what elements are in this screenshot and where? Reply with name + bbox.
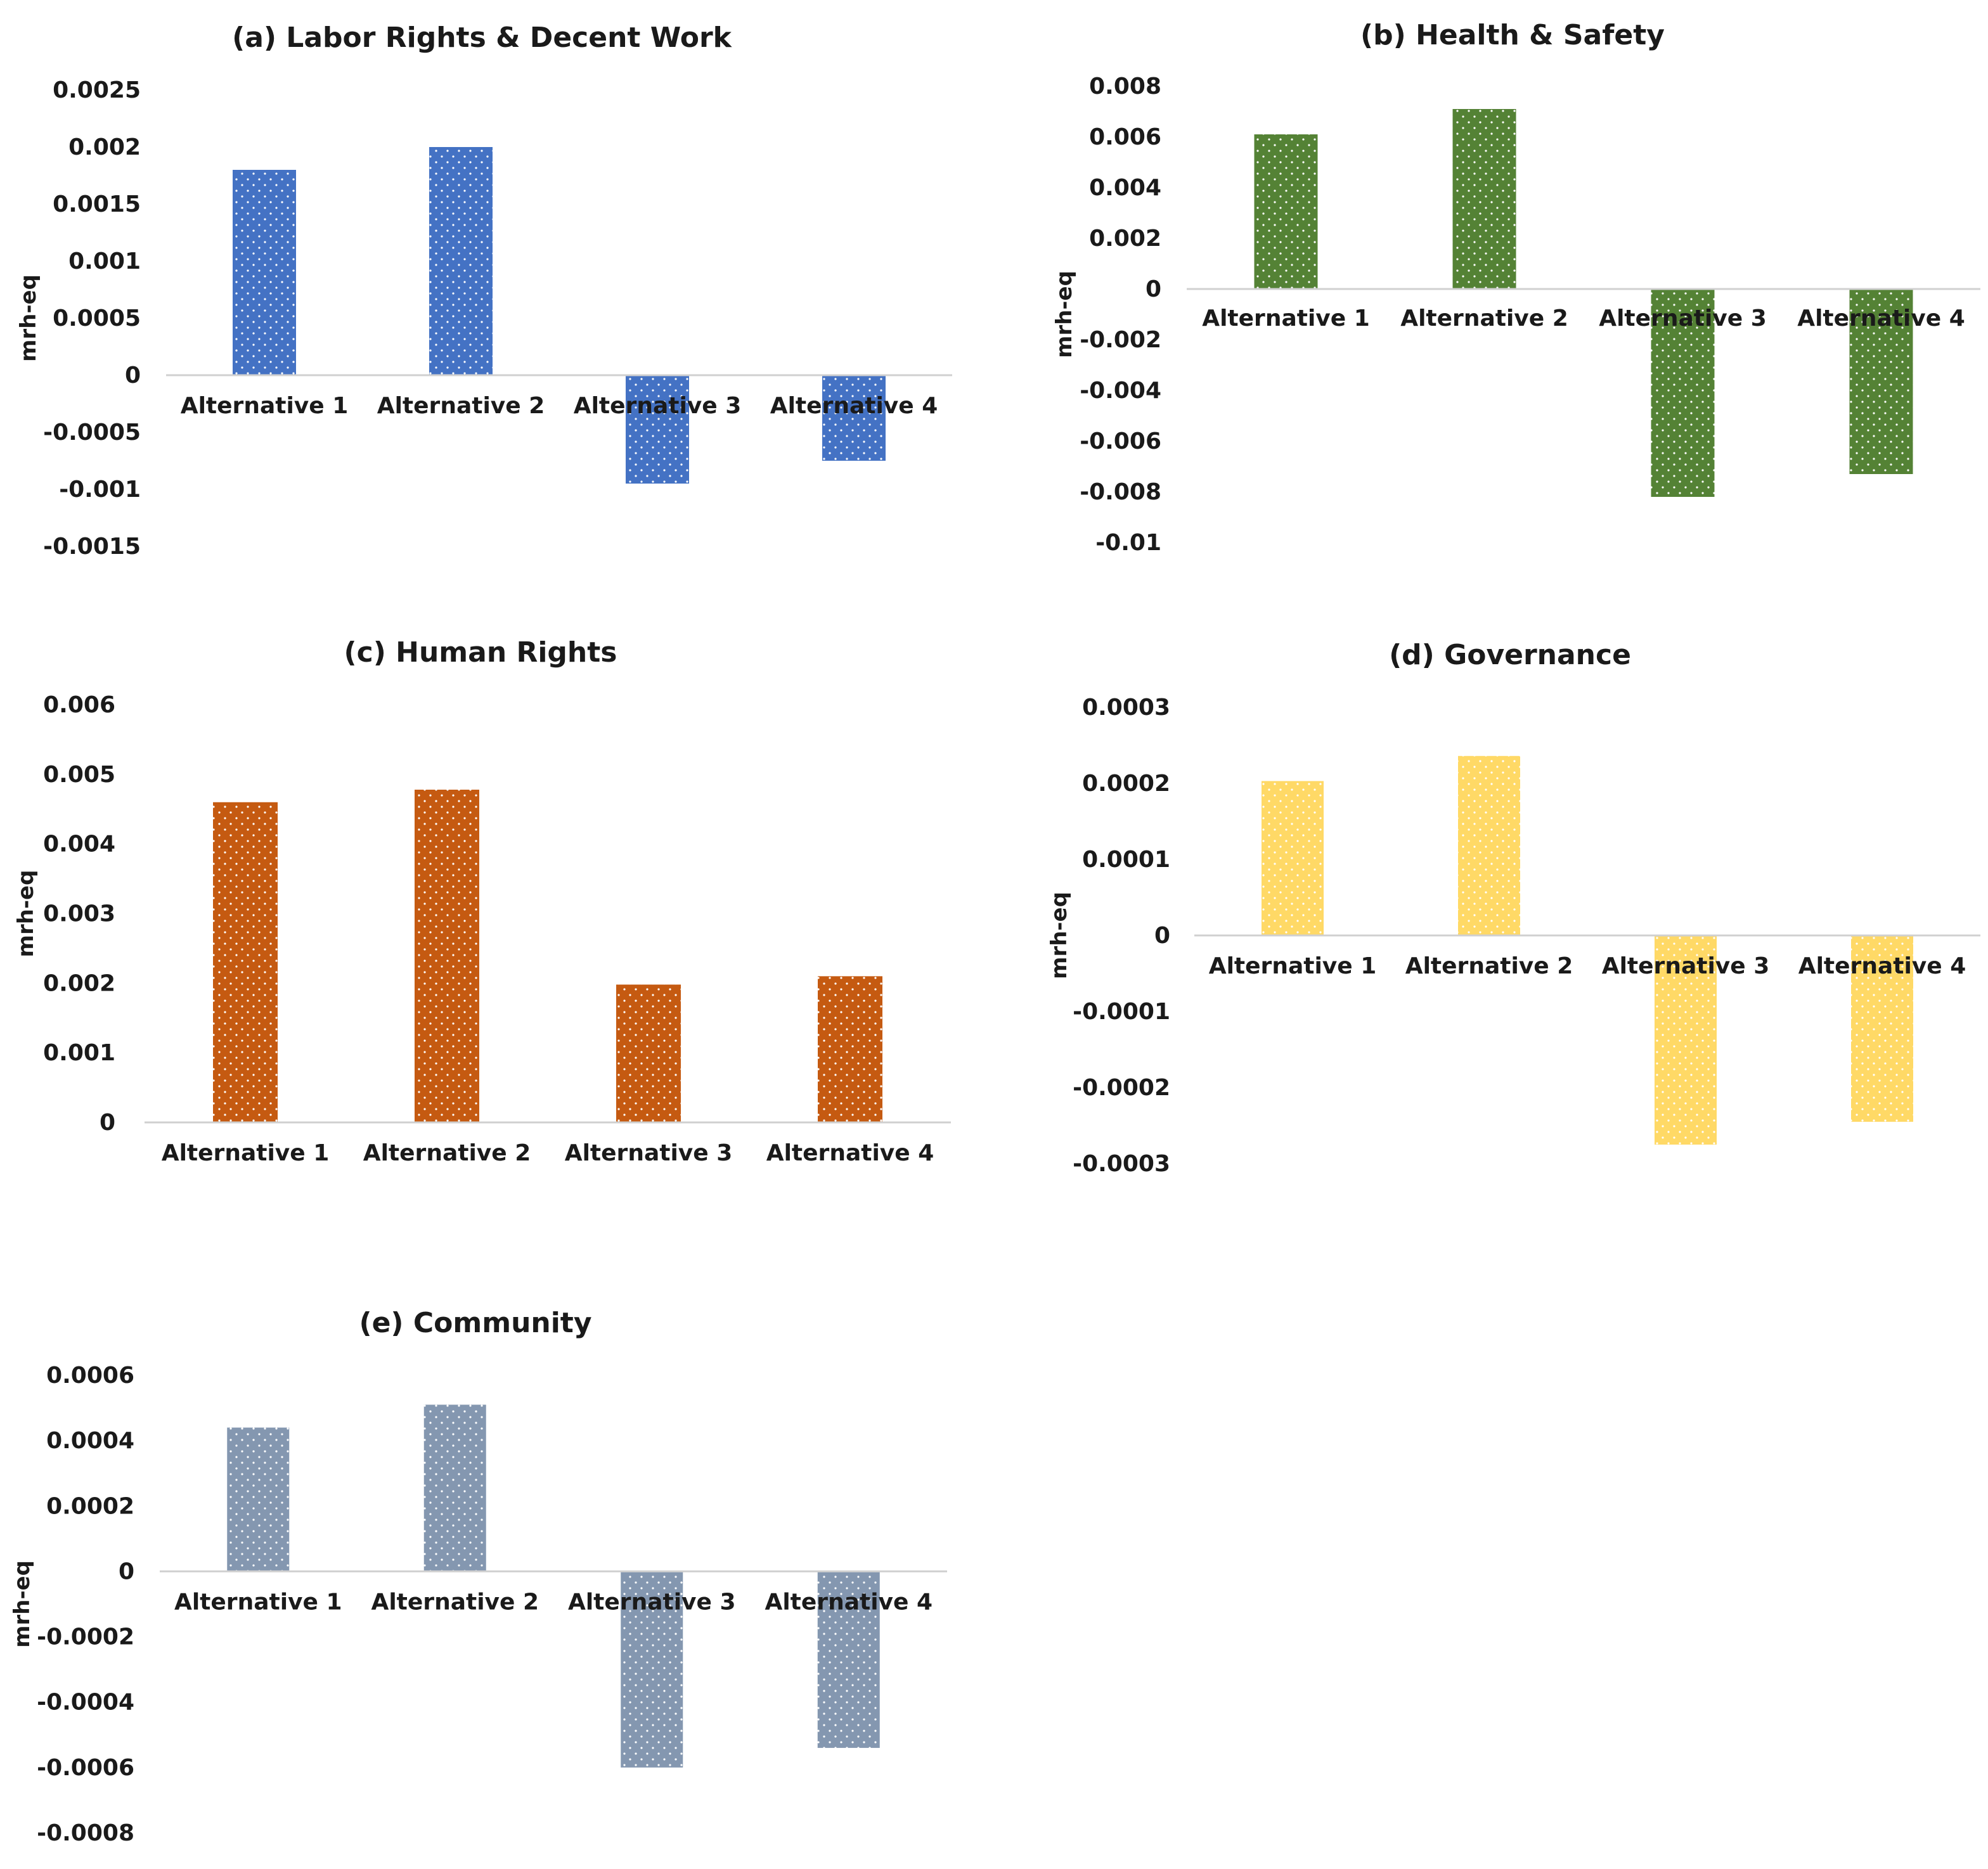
y-tick-label: -0.0004 [37,1690,134,1716]
chart-panel-labor-rights: (a) Labor Rights & Decent Work mrh-eq 0.00… [16,22,952,560]
x-category-label: Alternative 2 [1400,305,1568,331]
y-tick-label: 0.0001 [1082,847,1170,873]
bar-human-rights-alternative-1 [213,802,278,1122]
x-category-label: Alternative 1 [162,1140,330,1166]
y-tick-label: 0.0004 [46,1428,134,1454]
chart-panel-governance: (d) Governance mrh-eq 0.0003 0.0002 0.0001 0 -… [1047,639,1980,1177]
x-category-label: Alternative 4 [1798,953,1966,979]
chart-title: (e) Community [359,1307,591,1339]
y-tick-label: 0.005 [43,762,115,788]
x-category-label: Alternative 1 [1202,305,1370,331]
chart-title: (b) Health & Safety [1360,19,1665,51]
y-tick-label: 0.0006 [46,1363,134,1389]
y-tick-label: 0.003 [43,901,115,927]
y-tick-label: -0.002 [1080,327,1161,353]
y-tick-label: 0.0003 [1082,695,1170,721]
bar-human-rights-alternative-4 [818,976,882,1122]
y-tick-label: -0.0006 [37,1755,134,1781]
y-tick-label: 0 [119,1558,134,1584]
x-category-label: Alternative 2 [363,1140,531,1166]
y-tick-label: 0.004 [1089,175,1161,201]
x-category-label: Alternative 1 [174,1589,342,1615]
y-tick-label: 0.0025 [53,77,141,103]
bar-health-safety-alternative-4 [1849,289,1913,474]
y-tick-label: 0.002 [43,970,115,996]
x-category-label: Alternative 3 [565,1140,733,1166]
bar-labor-rights-alternative-4 [822,375,886,461]
x-category-label: Alternative 1 [181,393,349,419]
bar-governance-alternative-1 [1262,781,1324,935]
y-tick-label: -0.0001 [1073,999,1170,1025]
x-category-label: Alternative 1 [1209,953,1377,979]
bar-governance-alternative-3 [1655,935,1717,1145]
bar-human-rights-alternative-3 [616,984,681,1122]
bar-community-alternative-3 [621,1571,683,1768]
y-tick-label: 0 [1146,276,1161,302]
y-axis-label: mrh-eq [13,870,39,958]
y-tick-label: 0.008 [1089,74,1161,100]
y-tick-label: 0.0005 [53,305,141,331]
y-tick-label: 0.0002 [1082,771,1170,797]
chart-title: (a) Labor Rights & Decent Work [232,22,733,54]
x-category-label: Alternative 2 [377,393,545,419]
y-axis-label: mrh-eq [1052,271,1077,358]
y-tick-label: -0.0005 [43,420,141,446]
y-tick-label: 0.006 [1089,124,1161,150]
y-tick-label: -0.0003 [1073,1151,1170,1177]
y-tick-label: 0 [1154,923,1170,949]
x-category-label: Alternative 2 [1405,953,1573,979]
chart-panel-health-safety: (b) Health & Safety mrh-eq 0.008 0.006 0.004… [1052,19,1980,556]
chart-panel-community: (e) Community mrh-eq 0.0006 0.0004 0.0002 0 -0… [10,1307,947,1846]
bar-community-alternative-4 [817,1571,880,1748]
x-category-label: Alternative 3 [1599,305,1767,331]
y-tick-label: 0 [100,1110,115,1136]
y-tick-label: -0.0002 [37,1624,134,1650]
y-tick-label: -0.001 [59,477,141,503]
y-tick-label: 0.002 [1089,226,1161,252]
y-tick-label: 0.0002 [46,1493,134,1519]
bar-governance-alternative-4 [1851,935,1913,1122]
x-category-label: Alternative 4 [1797,305,1965,331]
y-tick-label: 0 [125,363,141,389]
bar-human-rights-alternative-2 [415,789,479,1122]
y-tick-label: 0.001 [43,1040,115,1066]
y-tick-label: 0.006 [43,692,115,718]
bar-labor-rights-alternative-1 [233,170,296,375]
x-category-label: Alternative 4 [765,1589,933,1615]
bar-health-safety-alternative-2 [1452,109,1516,289]
y-tick-label: -0.008 [1080,479,1161,505]
bar-health-safety-alternative-1 [1254,134,1318,289]
x-category-label: Alternative 3 [568,1589,736,1615]
bar-community-alternative-1 [227,1427,290,1572]
y-tick-label: 0.002 [68,134,141,160]
chart-title: (d) Governance [1389,639,1631,671]
y-tick-label: -0.0002 [1073,1075,1170,1101]
bar-labor-rights-alternative-2 [429,147,493,375]
x-category-label: Alternative 3 [574,393,742,419]
bar-labor-rights-alternative-3 [626,375,689,484]
y-axis-label: mrh-eq [16,274,41,362]
chart-panel-human-rights: (c) Human Rights mrh-eq 0.006 0.005 0.004 0.0… [13,636,951,1166]
y-axis-label: mrh-eq [10,1560,35,1648]
y-tick-label: 0.001 [68,248,141,274]
y-tick-label: -0.01 [1095,530,1161,556]
y-tick-label: -0.006 [1080,428,1161,454]
bar-community-alternative-2 [423,1404,486,1572]
y-tick-label: 0.004 [43,832,115,857]
y-axis-label: mrh-eq [1047,892,1072,979]
x-category-label: Alternative 2 [371,1589,539,1615]
x-category-label: Alternative 3 [1602,953,1770,979]
y-tick-label: -0.0015 [43,534,141,560]
chart-title: (c) Human Rights [344,636,617,669]
y-tick-label: -0.0008 [37,1820,134,1846]
bar-health-safety-alternative-3 [1651,289,1715,497]
bar-governance-alternative-2 [1458,755,1520,935]
y-tick-label: 0.0015 [53,191,141,217]
x-category-label: Alternative 4 [770,393,938,419]
x-category-label: Alternative 4 [766,1140,934,1166]
y-tick-label: -0.004 [1080,378,1161,404]
